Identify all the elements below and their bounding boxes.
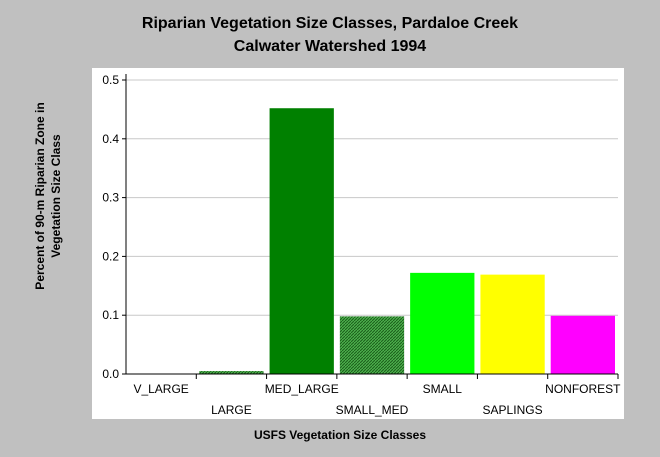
x-axis-label: USFS Vegetation Size Classes bbox=[253, 428, 427, 442]
y-tick-label: 0.4 bbox=[102, 132, 119, 146]
x-tick-label: NONFOREST bbox=[545, 382, 621, 396]
y-tick-label: 0.1 bbox=[102, 308, 119, 322]
x-tick-label: V_LARGE bbox=[133, 382, 188, 396]
x-tick-label: SMALL_MED bbox=[336, 403, 409, 417]
bar-small-med bbox=[339, 316, 405, 374]
y-tick-label: 0.3 bbox=[102, 191, 119, 205]
x-tick-label: LARGE bbox=[211, 403, 252, 417]
bar-large bbox=[199, 371, 264, 374]
y-tick-label: 0.5 bbox=[102, 73, 119, 87]
bar-saplings bbox=[480, 274, 545, 374]
x-tick-label: SMALL bbox=[423, 382, 463, 396]
chart-subtitle: Calwater Watershed 1994 bbox=[233, 38, 427, 55]
bar-med-large bbox=[269, 108, 334, 374]
bar-nonforest bbox=[550, 315, 615, 374]
y-axis-label: Percent of 90-m Riparian Zone in Vegetat… bbox=[33, 102, 63, 290]
x-tick-label: MED_LARGE bbox=[265, 382, 339, 396]
y-tick-label: 0.0 bbox=[102, 367, 119, 381]
y-tick-label: 0.2 bbox=[102, 249, 119, 263]
bar-small bbox=[410, 272, 475, 374]
x-tick-label: SAPLINGS bbox=[483, 403, 543, 417]
chart-title: Riparian Vegetation Size Classes, Pardal… bbox=[141, 15, 519, 32]
